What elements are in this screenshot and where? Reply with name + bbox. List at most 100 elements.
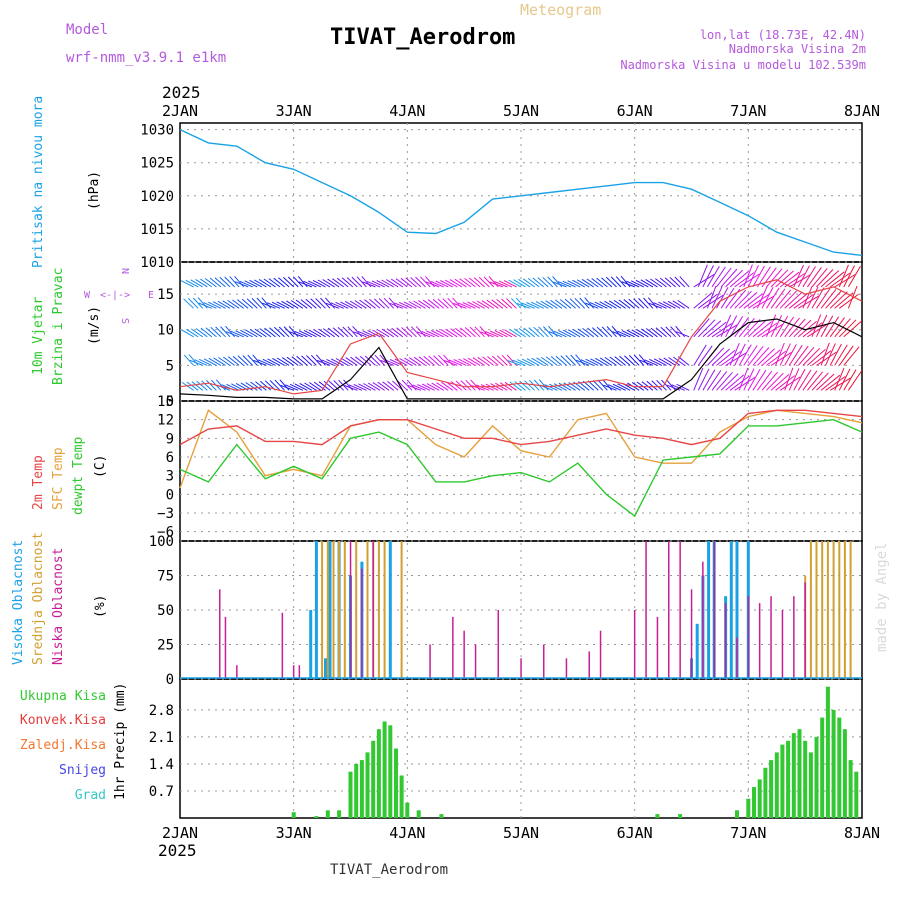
wind-arrow	[779, 376, 801, 391]
wind-arrow	[553, 330, 567, 338]
compass-w: W	[84, 290, 91, 301]
wind-arrow	[268, 278, 281, 288]
wind-arrow	[775, 289, 792, 309]
wind-arrow	[271, 301, 285, 309]
wind-arrow	[485, 331, 499, 338]
wind-arrow	[601, 277, 613, 288]
cloud-low-bar	[645, 541, 647, 679]
wind-arrow	[464, 278, 476, 288]
wind-arrow	[337, 327, 349, 338]
wind-arrow	[734, 376, 756, 391]
wind-arrow	[320, 297, 331, 309]
wind-arrow	[734, 290, 752, 309]
wind-arrow	[198, 302, 212, 309]
wind-arrow	[213, 357, 226, 366]
wind-arrow	[761, 371, 778, 391]
wind-arrow	[596, 277, 608, 288]
wind-arrow	[838, 368, 851, 391]
wind-arrow	[204, 278, 217, 288]
wind-arrow	[784, 273, 805, 288]
wind-arrow	[222, 300, 235, 309]
wind-arrow	[247, 354, 258, 366]
wind-arrow	[506, 298, 517, 309]
wind-arrow	[620, 275, 631, 288]
cloud-low-bar	[474, 644, 477, 679]
wind-arrow	[580, 359, 594, 366]
wind-arrow	[706, 370, 722, 391]
wind-arrow	[611, 325, 622, 338]
wind-arrow	[604, 300, 617, 309]
cloud-low-bar	[656, 616, 659, 679]
wind-arrow	[829, 377, 851, 391]
footer-title: TIVAT_Aerodrom	[330, 862, 448, 878]
wind-arrow	[289, 331, 303, 338]
wind-arrow	[467, 357, 481, 366]
wind-arrow	[591, 327, 604, 338]
wind-arrow	[557, 281, 572, 288]
wind-arrow	[321, 359, 335, 366]
wind-arrow	[326, 358, 340, 366]
wind-arrow	[816, 351, 837, 366]
wind-arrow	[766, 314, 777, 337]
y-tick-labels: 10101015102010251030051015−6−30369121502…	[140, 123, 174, 800]
wind-arrow	[453, 359, 467, 366]
cloud-mid-bar	[326, 541, 329, 679]
cloud-mid-bar	[400, 541, 403, 679]
wind-arrow	[472, 301, 485, 309]
precip-total-bar	[752, 787, 756, 818]
wind-arrow	[300, 299, 313, 309]
wind-arrow	[829, 272, 851, 288]
wind-arrow	[623, 299, 636, 309]
wind-arrow	[208, 357, 222, 366]
wind-arrow	[570, 354, 581, 366]
wind-arrow	[613, 299, 626, 309]
wind-arrow	[224, 276, 235, 288]
wind-arrow	[553, 281, 567, 288]
wind-arrow	[347, 326, 358, 338]
wind-arrow	[649, 358, 663, 366]
wind-arrow	[793, 345, 809, 366]
wind-arrow	[770, 288, 786, 309]
y-tick-label: 75	[157, 569, 174, 585]
wind-arrow	[394, 358, 408, 366]
wind-arrow	[509, 328, 522, 338]
wind-arrow	[531, 357, 544, 366]
wind-arrow	[576, 279, 590, 288]
wind-arrow	[549, 383, 563, 391]
wind-arrow	[838, 264, 849, 288]
wind-arrow	[283, 277, 295, 288]
wind-arrow	[235, 281, 249, 288]
wind-arrow	[729, 375, 750, 391]
wind-arrow	[487, 356, 499, 366]
wind-arrow	[747, 346, 764, 366]
wind-arrow	[553, 383, 567, 391]
wind-arrow	[544, 384, 558, 391]
compass-n: N	[119, 268, 130, 274]
wind-arrow	[201, 380, 213, 391]
wind-arrow	[390, 278, 404, 288]
wind-arrow	[440, 329, 454, 338]
wind-arrow	[619, 355, 631, 366]
wind-arrow	[367, 280, 381, 288]
cloud-high-bar	[729, 541, 733, 679]
wind-arrow	[252, 354, 263, 366]
cloud-low-bar	[565, 658, 568, 679]
wind-arrow	[738, 317, 755, 338]
wind-arrow	[603, 384, 617, 391]
wind-arrow	[460, 380, 472, 391]
wind-arrow	[585, 358, 599, 366]
wind-arrow	[522, 278, 535, 288]
y-tick-label: 15	[157, 287, 174, 303]
wind-arrow	[239, 280, 253, 288]
wind-arrow	[595, 357, 608, 366]
cloud-low-bar	[236, 665, 238, 679]
wind-axis-name: 10m Vjetar	[31, 297, 46, 375]
precip-legend-conv: Konvek.Kisa	[20, 713, 106, 728]
wind-arrow	[279, 379, 290, 391]
wind-arrow	[472, 357, 485, 366]
wind-arrow	[747, 320, 767, 338]
precip-total-bar	[337, 810, 342, 818]
wind-arrow	[720, 268, 738, 288]
wind-arrow	[650, 278, 663, 288]
wind-arrow	[480, 384, 494, 391]
